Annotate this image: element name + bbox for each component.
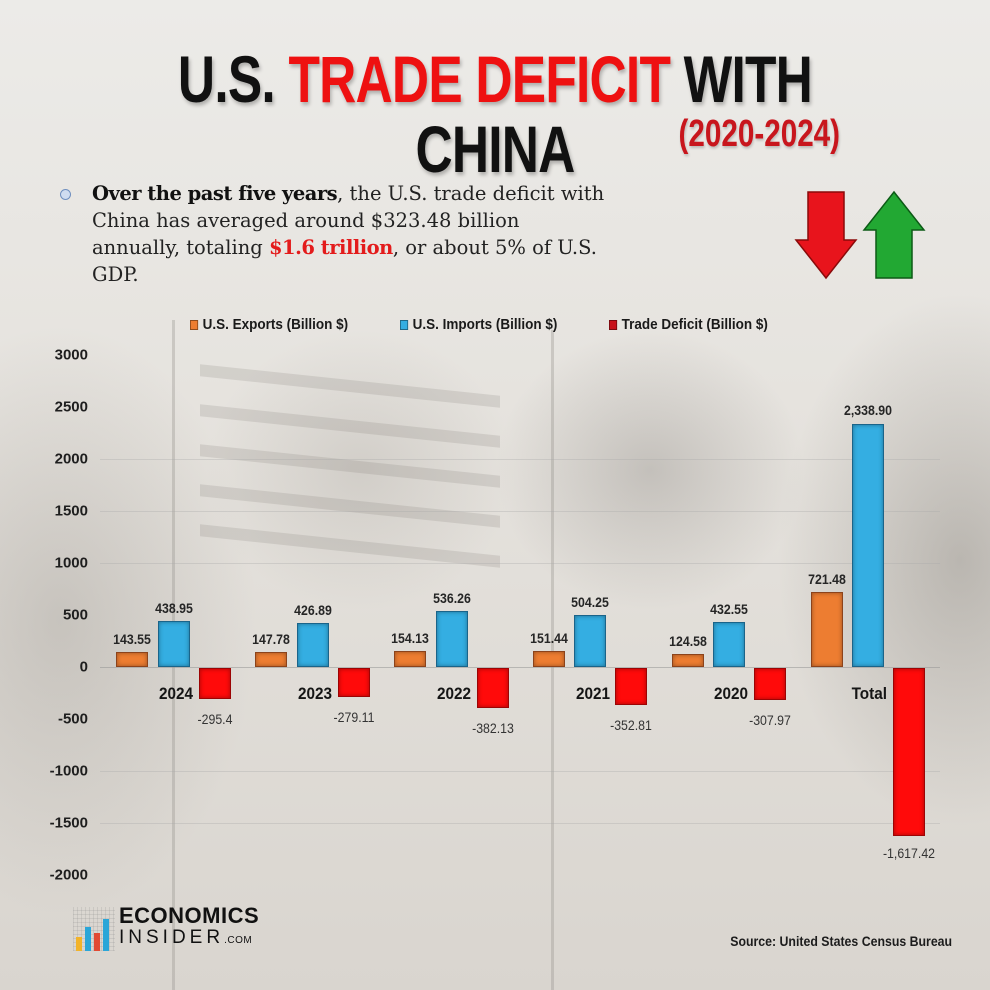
legend-item-exports: U.S. Exports (Billion $) (190, 316, 348, 333)
category-label: 2024 (158, 684, 193, 703)
legend-item-imports: U.S. Imports (Billion $) (399, 316, 557, 333)
bar-exports (533, 651, 565, 667)
y-tick: -1500 (49, 814, 88, 832)
imports-swatch-icon (399, 319, 408, 330)
value-label: 147.78 (252, 631, 290, 647)
category-label: 2022 (436, 684, 471, 703)
value-label: 432.55 (710, 601, 748, 617)
red-down-arrow-icon (794, 191, 858, 280)
category-label: 2021 (575, 684, 610, 703)
y-tick: 1000 (54, 554, 88, 572)
value-label: 143.55 (113, 631, 151, 647)
bar-exports (116, 652, 148, 667)
legend-item-deficit: Trade Deficit (Billion $) (608, 316, 767, 333)
page-subtitle: (2020-2024) (678, 113, 840, 155)
page-title: U.S. TRADE DEFICIT WITH CHINA (177, 42, 813, 186)
bar-imports (297, 623, 329, 667)
value-label: 438.95 (155, 600, 193, 616)
bullet-icon (60, 189, 71, 200)
bar-imports (574, 615, 606, 667)
value-label: 426.89 (294, 602, 332, 618)
category-label: 2020 (713, 684, 748, 703)
bar-deficit (893, 668, 925, 836)
value-label: -295.4 (197, 711, 233, 727)
y-tick: 0 (79, 658, 88, 676)
bar-exports (811, 592, 843, 667)
bar-imports (158, 621, 190, 667)
bar-deficit (477, 668, 509, 708)
exports-swatch-icon (190, 319, 199, 330)
bar-exports (394, 651, 426, 667)
bar-exports (672, 654, 704, 667)
value-label: 504.25 (571, 594, 609, 610)
summary-text: Over the past five years, the U.S. trade… (92, 182, 605, 286)
value-label: 124.58 (669, 633, 707, 649)
source-note: Source: United States Census Bureau (730, 933, 952, 949)
bar-imports (436, 611, 468, 667)
bar-imports (713, 622, 745, 667)
value-label: -1,617.42 (882, 845, 936, 861)
y-tick: -2000 (49, 866, 88, 884)
y-tick: 2000 (54, 450, 88, 468)
value-label: 2,338.90 (844, 402, 892, 418)
y-tick: 3000 (54, 346, 88, 364)
value-label: 721.48 (808, 571, 846, 587)
bar-deficit (615, 668, 647, 705)
value-label: -307.97 (749, 712, 791, 728)
bar-deficit (199, 668, 231, 699)
green-up-arrow-icon (862, 190, 926, 279)
bar-chart-logo-icon (73, 906, 115, 951)
bar-imports (852, 424, 884, 667)
value-label: 151.44 (530, 630, 568, 646)
value-label: 536.26 (433, 590, 471, 606)
value-label: -279.11 (333, 709, 375, 725)
y-tick: 2500 (54, 398, 88, 416)
value-label: -382.13 (472, 720, 514, 736)
y-tick: -1000 (49, 762, 88, 780)
category-label: 2023 (297, 684, 332, 703)
bar-deficit (338, 668, 370, 697)
value-label: 154.13 (391, 630, 429, 646)
y-tick: -500 (57, 710, 88, 728)
chart-legend: U.S. Exports (Billion $) U.S. Imports (B… (190, 316, 785, 333)
bar-deficit (754, 668, 786, 700)
y-tick: 500 (62, 606, 88, 624)
value-label: -352.81 (610, 717, 652, 733)
economics-insider-logo: ECONOMICS INSIDER.COM (73, 905, 259, 952)
y-tick: 1500 (54, 502, 88, 520)
deficit-swatch-icon (608, 319, 617, 330)
bar-exports (255, 652, 287, 667)
category-label: Total (851, 684, 887, 703)
